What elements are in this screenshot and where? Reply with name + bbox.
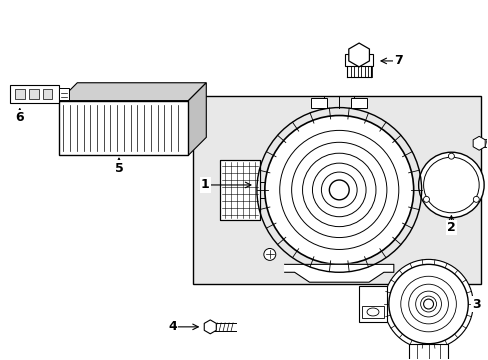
Circle shape [264,116,413,264]
Bar [60,100,188,155]
Bar [220,160,259,220]
Polygon shape [60,83,206,100]
Circle shape [423,196,428,202]
Text: 5: 5 [114,162,123,175]
Bar [15,89,25,99]
Text: 6: 6 [16,111,24,124]
Text: 3: 3 [471,297,480,311]
Bar [358,286,386,322]
Bar [42,89,52,99]
Polygon shape [348,43,368,67]
Polygon shape [188,83,206,155]
Bar [29,89,39,99]
Circle shape [423,299,433,309]
Circle shape [472,196,478,202]
Bar [10,85,60,103]
Circle shape [447,153,453,159]
Text: 1: 1 [201,179,209,192]
Bar [408,344,447,360]
Bar [193,96,480,284]
Circle shape [383,260,472,349]
Circle shape [264,248,275,260]
Circle shape [388,264,468,344]
Bar [311,98,326,108]
Polygon shape [284,264,393,282]
Text: 7: 7 [394,54,402,67]
Polygon shape [204,320,216,334]
Bar [361,306,383,318]
Circle shape [328,180,348,200]
Text: 2: 2 [446,221,455,234]
Circle shape [418,152,483,218]
Bar [345,54,372,66]
Text: 4: 4 [168,320,177,333]
Bar [220,160,259,220]
Polygon shape [472,136,484,150]
Bar [350,98,366,108]
Bar [60,88,69,100]
